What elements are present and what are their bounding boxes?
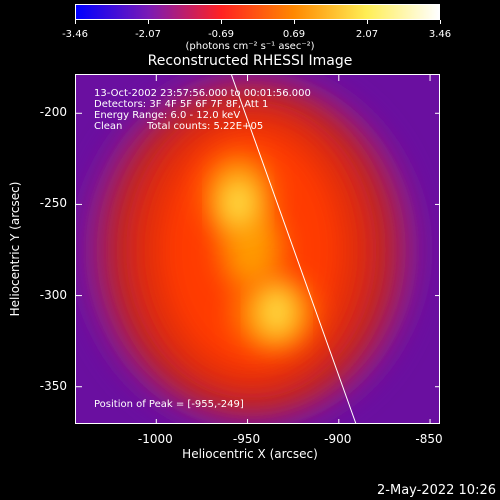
y-tick-label: -200 [39,105,67,120]
x-tick-label: -850 [415,432,443,446]
x-axis-label: Heliocentric X (arcsec) [182,447,318,461]
detectors-info: Detectors: 3F 4F 5F 6F 7F 8F, Att 1 [94,99,269,110]
y-tick-label: -300 [39,287,67,302]
colorbar-tick-mark [367,20,368,24]
image-plot: 13-Oct-2002 23:57:56.000 to 00:01:56.000… [75,74,440,424]
x-tick-label: -950 [232,432,261,446]
colorbar-tick-label: -2.07 [135,29,161,40]
emission-ridge [221,210,282,290]
colorbar-tick-label: 0.69 [282,29,306,40]
y-axis-label: Heliocentric Y (arcsec) [8,181,22,317]
source-peak-2 [258,285,295,338]
x-tick-label: -900 [324,432,352,446]
source-peak-1 [220,176,257,229]
observation-time: 13-Oct-2002 23:57:56.000 to 00:01:56.000 [94,88,311,99]
heatmap-image [76,75,439,423]
peak-position: Position of Peak = [-955,-249] [94,399,244,410]
colorbar-tick-mark [75,20,76,24]
colorbar-units: (photons cm⁻² s⁻¹ asec⁻²) [185,41,315,52]
colorbar-tick-label: 2.07 [355,29,379,40]
x-tick-label: -1000 [137,432,173,446]
energy-range-info: Energy Range: 6.0 - 12.0 keV [94,110,241,121]
timestamp: 2-May-2022 10:26 [377,483,496,498]
y-tick-label: -350 [39,378,67,393]
colorbar-tick-label: -0.69 [208,29,234,40]
colorbar-tick-label: -3.46 [62,29,88,40]
colorbar-tick-mark [440,20,441,24]
colorbar-tick-label: 3.46 [428,29,452,40]
clean-label: Clean [94,121,123,132]
total-counts: Total counts: 5.22E+05 [147,121,264,132]
colorbar-tick-mark [294,20,295,24]
colorbar-tick-mark [148,20,149,24]
plot-title: Reconstructed RHESSI Image [147,53,353,69]
solar-limb-line [230,75,357,423]
colorbar [75,4,440,20]
y-tick-label: -250 [39,196,67,211]
colorbar-tick-mark [221,20,222,24]
